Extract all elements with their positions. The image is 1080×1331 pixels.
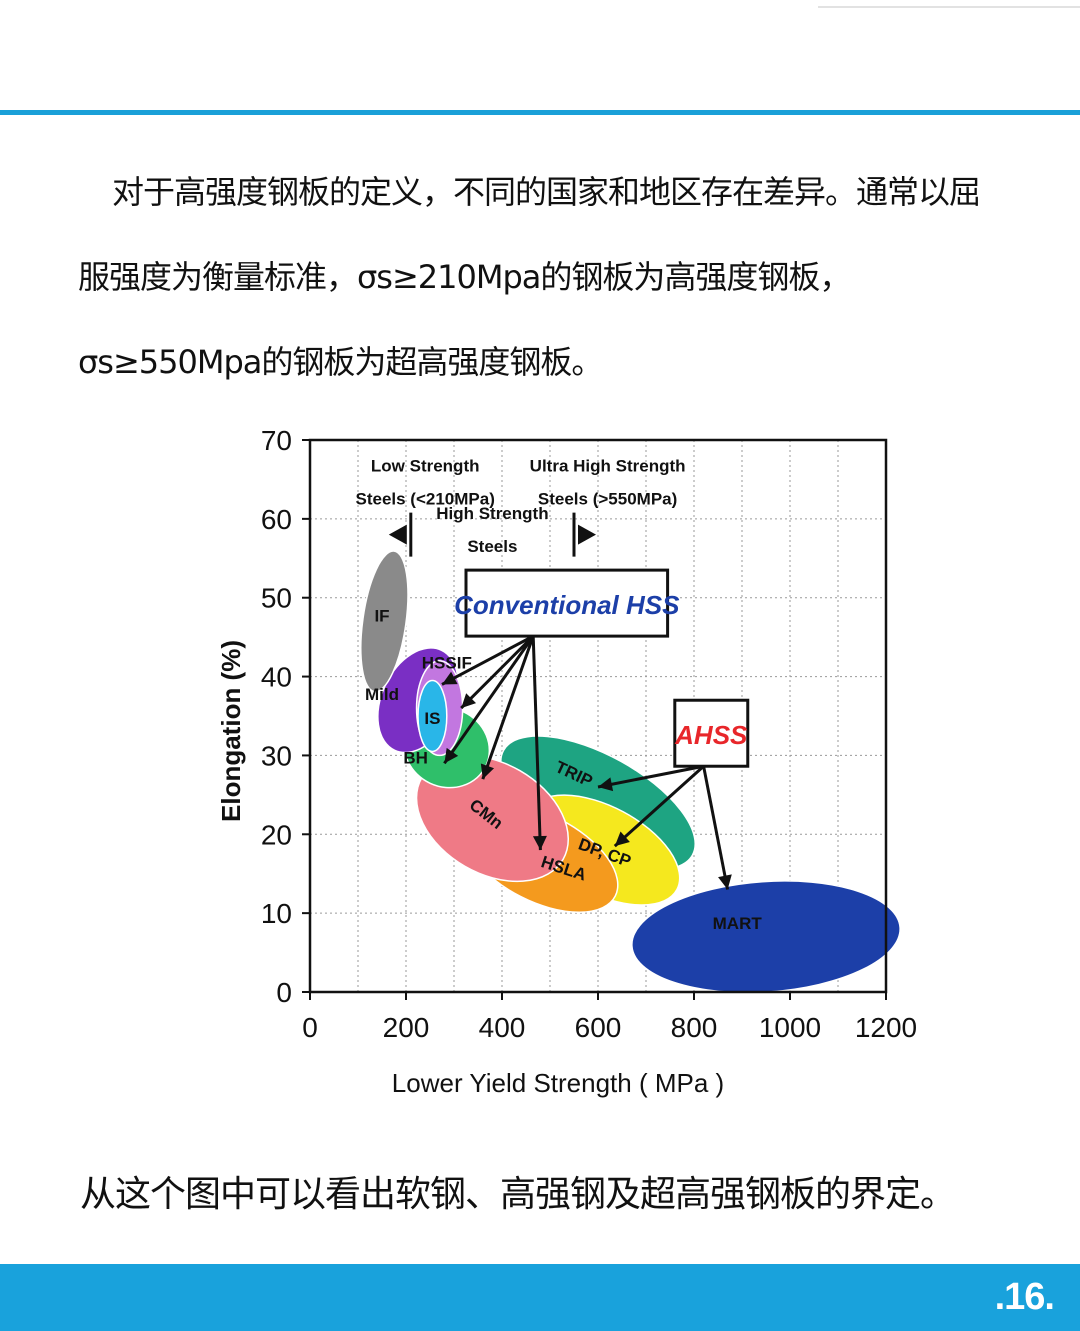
x-tick-label: 1200 (855, 1012, 917, 1043)
x-tick-label: 600 (575, 1012, 622, 1043)
arrow-head-icon (461, 693, 477, 709)
callout-arrow-line (441, 634, 534, 686)
conventional-hss-box (464, 568, 670, 638)
y-tick-label: 50 (261, 583, 292, 614)
page-number: .16. (994, 1276, 1055, 1318)
y-tick-label: 20 (261, 819, 292, 850)
callout-arrow-line (531, 636, 542, 851)
ahss-label: AHSS (674, 720, 748, 750)
region-label: Mild (365, 685, 399, 704)
x-tick-label: 1000 (759, 1012, 821, 1043)
arrow-head-icon (444, 747, 459, 764)
y-tick-label: 70 (261, 425, 292, 456)
plot-frame (308, 438, 888, 994)
region-is (417, 679, 448, 753)
intro-paragraph: 对于高强度钢板的定义，不同的国家和地区存在差异。通常以屈服强度为衡量标准，σs≥… (78, 173, 981, 381)
annotation-text: Ultra High Strength (530, 457, 686, 476)
x-axis-label: Lower Yield Strength ( MPa ) (392, 1068, 724, 1098)
annotation-text: Low Strength (371, 457, 480, 476)
top-accent-rule (0, 110, 1080, 115)
arrow-head-icon (718, 874, 732, 890)
region-label: HSSIF (422, 654, 472, 673)
y-axis-label: Elongation (%) (216, 640, 246, 822)
arrow-head-icon (614, 831, 630, 847)
annotation-text: Steels (467, 537, 517, 556)
y-tick-label: 60 (261, 504, 292, 535)
y-tick-label: 10 (261, 898, 292, 929)
x-tick-label: 200 (383, 1012, 430, 1043)
annotation-text: High Strength (436, 504, 548, 523)
callout-arrow-line (443, 635, 535, 765)
axis-ticks: 0 200 400 600 800 1000 1200 0 10 20 30 40 50 60 70 (261, 425, 917, 1043)
boundary-arrow-icon (578, 524, 596, 545)
callouts: Conventional HSS AHSS (441, 568, 750, 890)
y-tick-label: 30 (261, 740, 292, 771)
annotation-text: Steels (>550MPa) (538, 490, 677, 509)
y-tick-label: 40 (261, 662, 292, 693)
arrow-head-icon (442, 671, 458, 685)
region-if (360, 550, 409, 693)
steel-regions (360, 550, 901, 994)
y-tick-label: 0 (276, 977, 292, 1008)
ahss-box (673, 698, 750, 768)
region-label: MART (713, 914, 763, 933)
x-tick-label: 400 (479, 1012, 526, 1043)
region-label: IS (424, 709, 440, 728)
caption: 从这个图中可以看出软钢、高强钢及超高强钢板的界定。 (80, 1174, 956, 1215)
x-tick-label: 0 (302, 1012, 318, 1043)
callout-arrow-line (613, 765, 705, 848)
arrow-head-icon (598, 777, 614, 792)
callout-arrow-line (702, 765, 730, 890)
annotation-text: Steels (<210MPa) (356, 490, 495, 509)
region-label: IF (374, 606, 389, 625)
callout-arrow-line (481, 635, 535, 780)
region-label: BH (403, 748, 428, 767)
callout-arrow-line (460, 635, 535, 710)
footer-bar (0, 1264, 1080, 1331)
arrow-head-icon (532, 835, 547, 851)
arrow-head-icon (480, 763, 495, 780)
top-thin-line (818, 6, 1080, 8)
conventional-hss-label: Conventional HSS (454, 590, 680, 620)
strength-annotations: Low Strength Steels (<210MPa)High Strengt… (356, 457, 686, 557)
boundary-arrow-icon (388, 524, 407, 545)
x-tick-label: 800 (671, 1012, 718, 1043)
callout-arrow-line (597, 764, 704, 789)
